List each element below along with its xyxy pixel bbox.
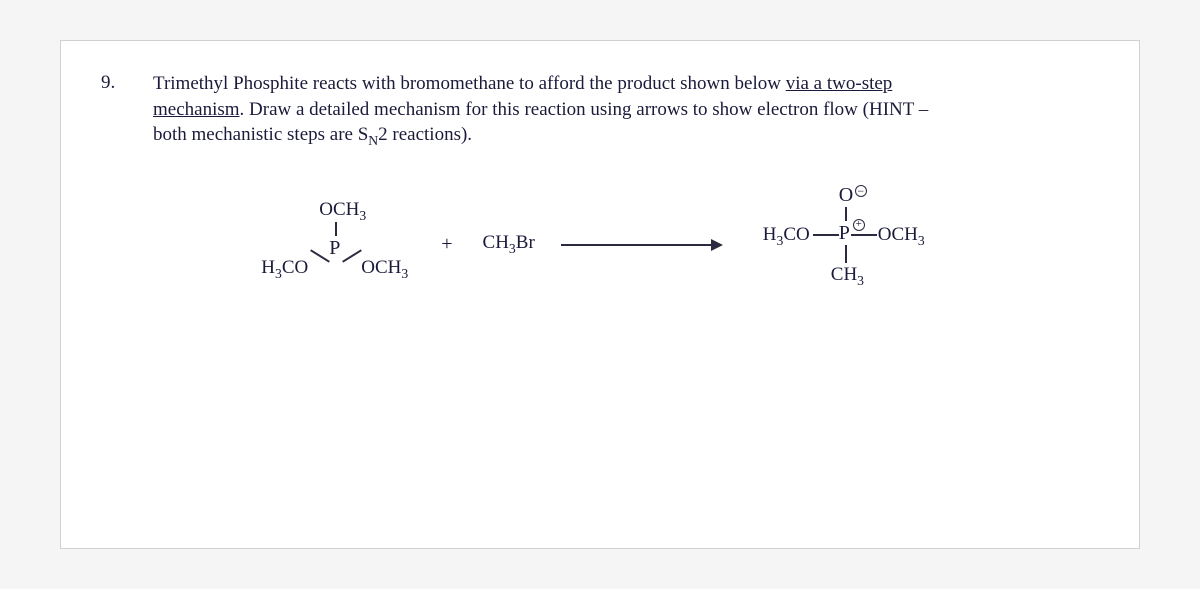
q-line2-rest: . Draw a detailed mechanism for this rea… — [240, 99, 929, 120]
product-minus-charge: − — [855, 185, 867, 197]
phosphite-left-co: CO — [282, 257, 308, 278]
product-bot-ch: CH — [831, 264, 857, 285]
reaction-arrow — [561, 239, 723, 251]
product-o-atom: O — [839, 185, 853, 205]
phosphite-top-group: OCH3 — [319, 200, 366, 222]
arrow-line — [561, 244, 711, 246]
product-right-bond — [851, 234, 877, 236]
question-text: Trimethyl Phosphite reacts with bromomet… — [153, 71, 928, 151]
q-line1-underlined: via a two-step — [786, 73, 893, 94]
reaction-plus: + — [437, 233, 456, 256]
q-line3-pre: both mechanistic steps are S — [153, 124, 368, 145]
phosphite-top-text: OCH — [319, 199, 359, 220]
q-line2-underlined: mechanism — [153, 99, 240, 120]
phosphite-left-bond — [310, 249, 330, 262]
product-right-och: OCH — [878, 224, 918, 245]
reactant-phosphite: OCH3 P H3CO OCH3 — [261, 200, 411, 290]
product-phosphonium: O − P + H3CO OCH3 CH3 — [749, 185, 939, 305]
phosphite-left-sub: 3 — [275, 265, 282, 280]
product-bot-sub: 3 — [857, 272, 864, 287]
product-left-h: H — [763, 224, 777, 245]
phosphite-p-atom: P — [329, 238, 340, 258]
phosphite-left-h: H — [261, 257, 275, 278]
phosphite-right-sub: 3 — [401, 265, 408, 280]
phosphite-right-group: OCH3 — [361, 258, 408, 280]
product-bottom-bond — [845, 245, 847, 263]
page-paper: 9. Trimethyl Phosphite reacts with bromo… — [60, 40, 1140, 549]
phosphite-right-bond — [342, 249, 362, 262]
minus-symbol: − — [857, 185, 864, 197]
ch3br-post: Br — [516, 232, 535, 253]
phosphite-right-och: OCH — [361, 257, 401, 278]
product-left-co: CO — [783, 224, 809, 245]
question-block: 9. Trimethyl Phosphite reacts with bromo… — [101, 71, 1099, 151]
product-plus-charge: + — [853, 219, 865, 231]
ch3br-sub: 3 — [509, 241, 516, 256]
reaction-scheme: OCH3 P H3CO OCH3 + CH3Br O − — [101, 185, 1099, 305]
product-right-group: OCH3 — [878, 225, 925, 247]
phosphite-top-sub: 3 — [359, 207, 366, 222]
product-right-sub: 3 — [918, 232, 925, 247]
arrow-head-icon — [711, 239, 723, 251]
product-top-bond — [845, 207, 847, 221]
phosphite-left-group: H3CO — [261, 258, 308, 280]
q-line3-sub: N — [368, 133, 378, 148]
reactant-bromomethane: CH3Br — [483, 233, 535, 255]
product-left-group: H3CO — [763, 225, 810, 247]
question-number: 9. — [101, 71, 125, 94]
ch3br-pre: CH — [483, 232, 509, 253]
product-p-atom: P — [839, 223, 850, 243]
phosphite-top-bond — [335, 222, 337, 236]
q-line1-pre: Trimethyl Phosphite reacts with bromomet… — [153, 73, 786, 94]
q-line3-post: 2 reactions). — [378, 124, 472, 145]
product-bottom-group: CH3 — [831, 265, 864, 287]
product-left-bond — [813, 234, 839, 236]
plus-symbol: + — [856, 219, 862, 230]
